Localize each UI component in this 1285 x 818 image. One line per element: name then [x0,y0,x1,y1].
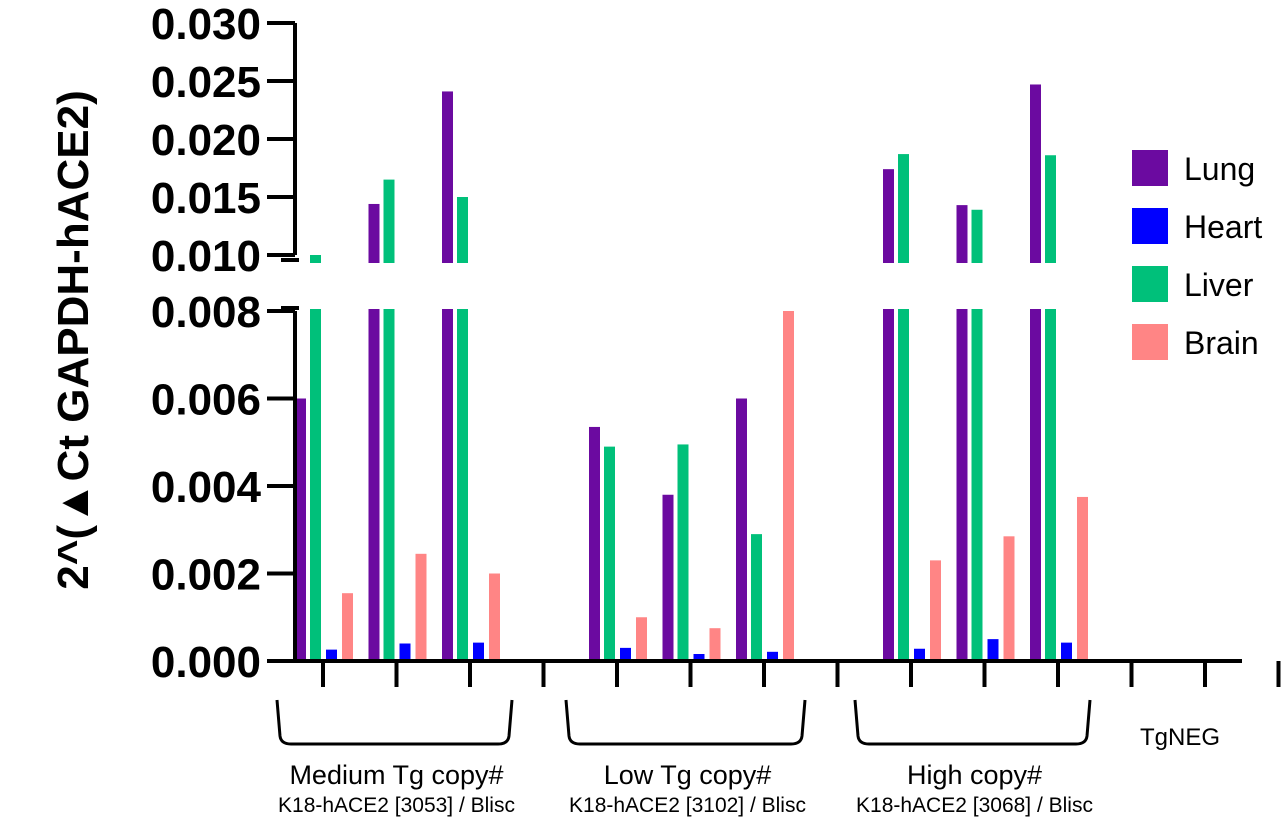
group-bracket-1 [564,699,807,746]
bar-brain-g2-s0 [930,560,941,661]
bar-break-gap [1044,263,1057,309]
y-axis-label: 2^(▲Ct GAPDH-hACE2) [49,90,98,589]
bar-lung-g2-s2 [1030,84,1041,662]
bar-brain-g1-s1 [709,628,721,661]
bar-break-gap [309,263,322,309]
y-tick-label-lower-1: 0.002 [151,551,261,600]
bar-lung-g0-s0 [295,398,306,661]
bar-brain-g0-s1 [415,553,427,661]
bar-break-gap [441,263,454,309]
bar-heart-g1-s1 [693,654,705,661]
group-title-1: Low Tg copy# [604,760,772,790]
group-bracket-2 [853,699,1092,746]
bar-break-gap [382,263,396,309]
bar-heart-g0-s0 [326,649,337,661]
bar-heart-g2-s2 [1061,642,1072,661]
group-title-3: TgNEG [1140,724,1220,751]
bar-lung-g0-s2 [442,91,453,661]
group-title-0: Medium Tg copy# [289,760,503,790]
bar-heart-g1-s2 [767,651,778,661]
bar-heart-g2-s1 [987,639,999,661]
bar-lung-g2-s0 [883,169,894,661]
y-tick-label-upper-0: 0.010 [151,232,261,281]
bar-break-gap [367,263,381,309]
bar-lung-g1-s1 [662,494,674,661]
group-subtitle-2: K18-hACE2 [3068] / Blisc [856,794,1093,817]
legend-swatch-brain [1132,324,1168,360]
legend: Lung Heart Liver Brain [1132,150,1262,361]
bar-heart-g0-s2 [473,642,484,661]
bar-heart-g0-s1 [399,643,411,661]
group-bracket-0 [275,699,514,746]
y-tick-label-upper-3: 0.025 [151,58,261,107]
bar-break-gap [897,263,910,309]
y-tick-label-upper-1: 0.015 [151,174,261,223]
bar-break-gap [1029,263,1042,309]
bar-liver-g2-s0 [898,154,909,661]
y-tick-label-upper-4: 0.030 [151,0,261,49]
legend-label-liver: Liver [1184,267,1254,303]
x-axis [295,659,1281,687]
group-subtitle-1: K18-hACE2 [3102] / Blisc [569,794,806,817]
bar-lung-g1-s0 [589,426,600,661]
legend-label-heart: Heart [1184,209,1262,245]
bar-heart-g1-s0 [620,647,631,661]
bar-brain-g2-s1 [1003,536,1015,661]
bar-liver-g0-s1 [383,179,395,661]
y-tick-label-lower-2: 0.004 [151,463,262,512]
legend-label-brain: Brain [1184,325,1259,361]
group-labels: Medium Tg copy# K18-hACE2 [3053] / Blisc L… [275,699,1220,817]
y-tick-label-lower-4: 0.008 [151,288,261,337]
y-axis: 0.000 0.002 0.004 0.006 0.008 0.010 0.015 0.020… [151,0,299,687]
bar-lung-g1-s2 [736,398,747,661]
bar-liver-g1-s2 [751,534,762,661]
group-subtitle-0: K18-hACE2 [3053] / Blisc [278,794,515,817]
y-tick-label-lower-0: 0.000 [151,638,261,687]
bars-layer [295,84,1088,662]
y-tick-label-upper-2: 0.020 [151,116,261,165]
bar-liver-g0-s2 [457,197,468,661]
legend-swatch-liver [1132,266,1168,302]
bar-brain-g0-s2 [489,573,500,661]
y-tick-label-lower-3: 0.006 [151,376,261,425]
bar-lung-g0-s1 [368,203,380,661]
bar-brain-g2-s2 [1077,496,1088,661]
bar-brain-g0-s0 [342,593,353,661]
bar-liver-g2-s2 [1045,155,1056,662]
bar-break-gap [882,263,895,309]
bar-liver-g1-s1 [677,444,689,661]
bar-brain-g1-s0 [636,617,647,661]
legend-swatch-lung [1132,150,1168,186]
legend-swatch-heart [1132,208,1168,244]
bar-heart-g2-s0 [914,648,925,661]
bar-break-gap [970,263,984,309]
legend-label-lung: Lung [1184,151,1255,187]
bar-liver-g1-s0 [604,446,615,661]
bar-break-gap [456,263,469,309]
bar-break-gap [955,263,969,309]
group-title-2: High copy# [907,760,1042,790]
bar-liver-g2-s1 [971,209,983,661]
bar-liver-g0-s0 [310,255,321,661]
bar-lung-g2-s1 [956,205,968,661]
bar-brain-g1-s2 [783,311,794,661]
